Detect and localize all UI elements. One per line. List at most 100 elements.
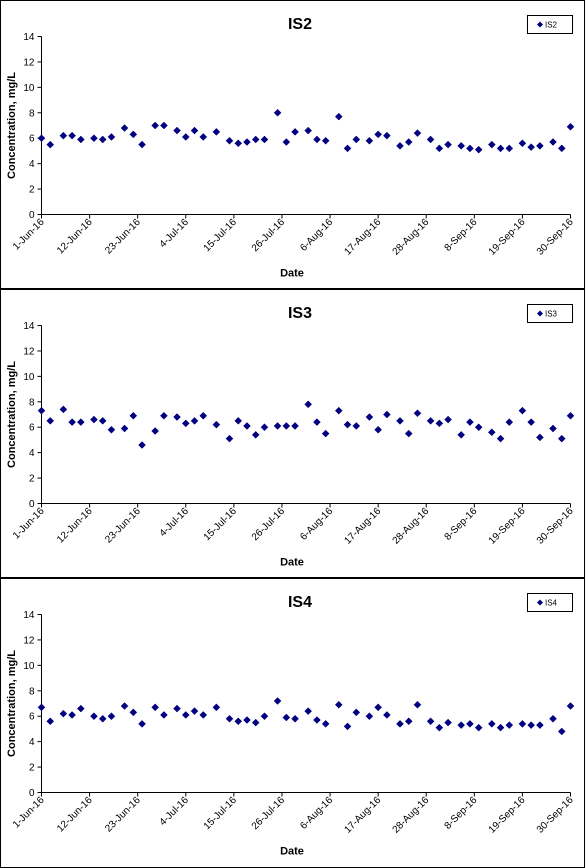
y-tick-label: 10 xyxy=(23,372,35,383)
y-tick-label: 2 xyxy=(29,474,35,485)
legend-marker xyxy=(537,599,543,606)
data-point xyxy=(365,136,374,145)
chart-title: IS2 xyxy=(288,16,312,33)
data-point xyxy=(225,136,234,145)
data-point xyxy=(457,430,466,439)
y-axis-title: Concentration, mg/L xyxy=(6,650,18,757)
data-point xyxy=(383,711,391,719)
data-point xyxy=(273,697,282,705)
legend-box xyxy=(527,593,573,612)
y-axis-title: Concentration, mg/L xyxy=(6,72,18,179)
data-point xyxy=(527,143,536,151)
data-point xyxy=(151,121,160,130)
y-tick-label: 6 xyxy=(29,712,35,723)
legend-box xyxy=(527,304,573,323)
data-point xyxy=(190,126,199,135)
data-point xyxy=(181,711,190,719)
data-point xyxy=(487,428,496,437)
data-point xyxy=(273,108,282,117)
data-point xyxy=(273,422,282,430)
data-point xyxy=(536,721,544,729)
data-point xyxy=(487,140,496,149)
data-point xyxy=(352,135,361,144)
data-point xyxy=(160,121,168,130)
y-axis-title: Concentration, mg/L xyxy=(6,361,18,468)
data-point xyxy=(46,140,55,149)
data-point xyxy=(37,406,46,415)
data-point xyxy=(90,712,98,721)
data-point xyxy=(138,441,146,449)
y-tick-label: 0 xyxy=(29,499,35,510)
data-point xyxy=(496,723,505,732)
data-point xyxy=(383,410,391,419)
data-point xyxy=(260,712,269,721)
data-point xyxy=(466,144,474,153)
y-tick-label: 12 xyxy=(23,346,35,357)
data-point xyxy=(365,712,374,721)
data-point xyxy=(549,138,557,146)
data-point xyxy=(225,714,234,723)
y-tick-label: 14 xyxy=(23,610,35,621)
data-point xyxy=(413,129,422,137)
data-point xyxy=(59,131,68,140)
data-point xyxy=(68,711,76,719)
chart-frame xyxy=(0,0,585,289)
chart-title: IS4 xyxy=(288,594,312,611)
data-point xyxy=(251,135,260,144)
data-point xyxy=(566,702,575,710)
data-point xyxy=(151,427,160,435)
data-point xyxy=(396,719,404,728)
data-point xyxy=(444,140,452,149)
data-point xyxy=(260,423,269,432)
data-point xyxy=(234,717,243,726)
data-point xyxy=(566,411,575,420)
data-point xyxy=(343,144,352,153)
data-point xyxy=(474,423,483,432)
data-point xyxy=(68,131,76,140)
data-point xyxy=(457,721,466,729)
chart-frame xyxy=(0,289,585,578)
data-point xyxy=(234,417,243,425)
data-point xyxy=(435,144,444,153)
data-point xyxy=(304,707,313,715)
data-point xyxy=(173,126,181,135)
data-point xyxy=(352,422,361,430)
data-point xyxy=(76,704,85,713)
data-point xyxy=(37,703,46,712)
data-point xyxy=(98,714,107,723)
data-point xyxy=(352,708,361,717)
data-point xyxy=(98,417,107,425)
y-tick-label: 6 xyxy=(29,134,35,145)
data-point xyxy=(527,418,536,426)
data-point xyxy=(474,723,483,732)
data-point xyxy=(487,719,496,728)
data-point xyxy=(374,703,382,712)
legend-box xyxy=(527,15,573,34)
data-point xyxy=(251,718,260,727)
data-point xyxy=(444,718,452,727)
data-point xyxy=(536,141,544,150)
data-point xyxy=(321,429,330,438)
y-tick-label: 14 xyxy=(23,32,35,43)
data-point xyxy=(304,400,313,409)
data-point xyxy=(120,424,129,433)
data-point xyxy=(466,418,474,426)
data-point xyxy=(549,714,557,723)
data-point xyxy=(518,406,527,415)
y-tick-label: 2 xyxy=(29,185,35,196)
data-point xyxy=(181,419,190,428)
data-point xyxy=(291,128,299,136)
data-point xyxy=(46,717,55,726)
data-point xyxy=(396,417,404,425)
data-point xyxy=(129,130,138,139)
data-point xyxy=(160,711,168,719)
data-point xyxy=(334,112,343,121)
data-point xyxy=(557,727,566,736)
data-point xyxy=(120,124,129,132)
data-point xyxy=(199,411,208,420)
data-point xyxy=(404,138,413,146)
y-tick-label: 10 xyxy=(23,661,35,672)
legend-label: IS4 xyxy=(545,599,558,608)
